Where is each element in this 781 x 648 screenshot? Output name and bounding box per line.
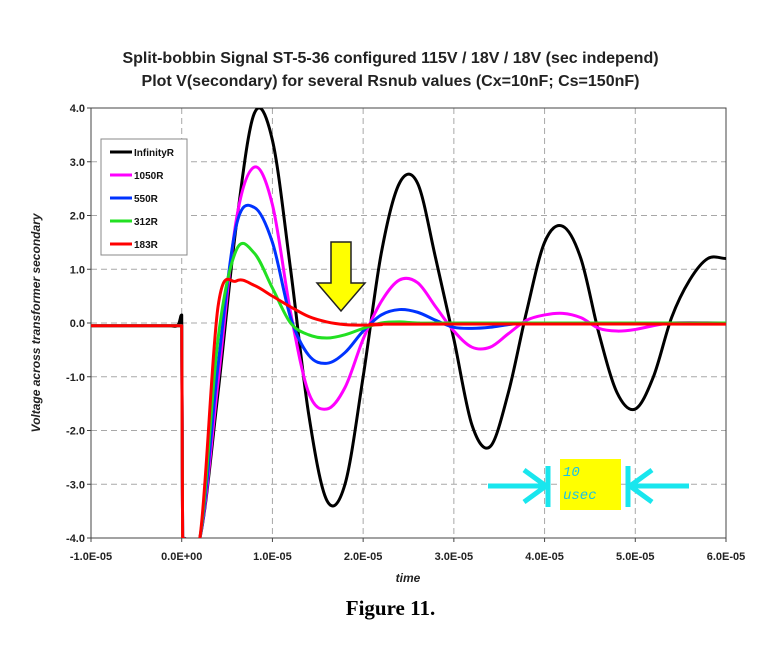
y-tick-label: -3.0 [66,479,85,491]
y-tick-labels: -4.0 -3.0 -2.0 -1.0 0.0 1.0 2.0 3.0 4.0 [66,103,91,545]
x-tick-label: 2.0E-05 [344,551,383,563]
legend-box [100,138,188,256]
annotation-text-line-2: usec [563,488,597,504]
grid [90,107,727,539]
series-line-312R [91,241,726,538]
legend-item-InfinityR: InfinityR [110,148,175,159]
annotation-text-line-1: 10 [563,465,580,481]
legend-item-1050R: 1050R [110,171,164,182]
annotation-right-arrowhead-icon [625,467,654,505]
legend: InfinityR 1050R 550R 312R 183R [100,138,188,256]
y-tick-label: -2.0 [66,426,85,438]
legend-item-312R: 312R [110,217,159,228]
x-axis-title: time [396,571,421,585]
series-line-InfinityR [91,108,726,538]
x-tick-label: 1.0E-05 [253,551,292,563]
series-group [91,108,726,538]
figure-caption: Figure 11. [345,596,436,620]
y-tick-label: -1.0 [66,372,85,384]
series-line-1050R [91,165,726,538]
chart-title-line-2: Plot V(secondary) for several Rsnub valu… [141,73,640,90]
legend-label-550R: 550R [134,194,159,205]
x-tick-labels: -1.0E-05 0.0E+00 1.0E-05 2.0E-05 3.0E-05 4.0E… [70,538,745,563]
x-tick-label: 6.0E-05 [707,551,746,563]
legend-item-183R: 183R [110,240,159,251]
legend-label-183R: 183R [134,240,159,251]
y-axis-title: Voltage across transformer secondary [29,212,43,432]
plot-frame [90,107,727,539]
chart-title-line-1: Split-bobbin Signal ST-5-36 configured 1… [122,50,659,67]
annotation-left-arrowhead-icon [522,467,551,505]
y-tick-label: 3.0 [70,157,85,169]
series-line-550R [91,203,726,538]
time-span-annotation: 10 usec [488,459,689,510]
legend-label-312R: 312R [134,217,159,228]
legend-item-550R: 550R [110,194,159,205]
x-tick-label: -1.0E-05 [70,551,112,563]
legend-label-1050R: 1050R [134,171,164,182]
y-tick-label: 2.0 [70,211,85,223]
x-tick-label: 4.0E-05 [525,551,564,563]
series-line-183R [91,277,726,538]
yellow-down-arrow-icon [315,241,367,313]
y-tick-label: -4.0 [66,533,85,545]
legend-label-InfinityR: InfinityR [134,148,175,159]
y-tick-label: 0.0 [70,318,85,330]
y-tick-label: 1.0 [70,264,85,276]
x-tick-label: 0.0E+00 [161,551,202,563]
y-tick-label: 4.0 [70,103,85,115]
annotation-highlight-box [560,459,621,510]
x-tick-label: 3.0E-05 [435,551,474,563]
x-tick-label: 5.0E-05 [616,551,655,563]
